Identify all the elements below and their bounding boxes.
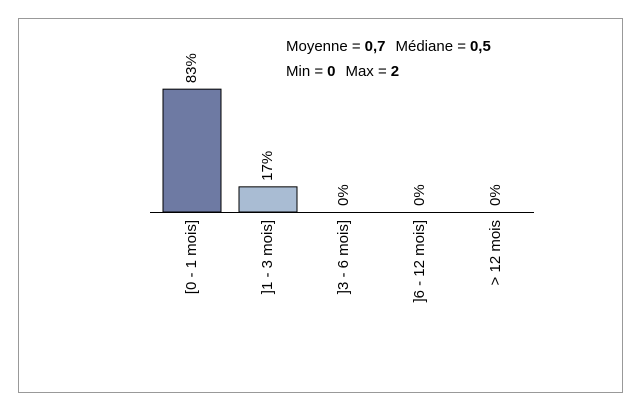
value-label: 83% [183, 53, 200, 83]
x-tick-label: ]1 - 3 mois] [259, 220, 276, 294]
annotation: Moyenne = 0,7 Médiane = 0,5 [286, 38, 491, 55]
bar [238, 186, 298, 213]
value-label: 0% [487, 184, 504, 206]
annotation-label: Médiane = [396, 38, 467, 55]
annotation: Min = 0 Max = 2 [286, 63, 399, 80]
value-label: 0% [411, 184, 428, 206]
annotation-label: Max = [345, 63, 387, 80]
annotation-value: 0,5 [470, 38, 491, 55]
x-tick-label: ]3 - 6 mois] [335, 220, 352, 294]
x-tick-label: [0 - 1 mois] [183, 220, 200, 294]
annotation-label: Min = [286, 63, 323, 80]
annotation-value: 0 [327, 63, 335, 80]
x-tick-label: ]6 - 12 mois] [411, 220, 428, 303]
annotation-value: 2 [391, 63, 399, 80]
value-label: 0% [335, 184, 352, 206]
annotation-value: 0,7 [365, 38, 386, 55]
x-tick-label: > 12 mois [487, 220, 504, 285]
bar [162, 88, 222, 213]
chart-frame [18, 18, 623, 393]
annotation-label: Moyenne = [286, 38, 361, 55]
value-label: 17% [259, 151, 276, 181]
